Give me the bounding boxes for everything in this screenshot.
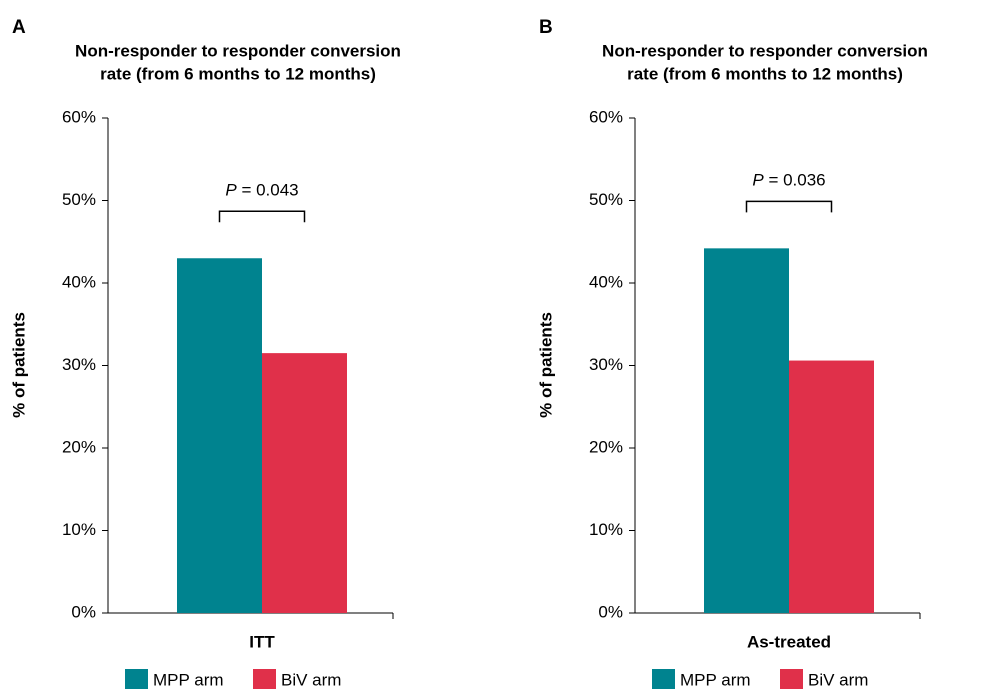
y-tick-label: 10% — [62, 520, 96, 539]
bar — [262, 353, 347, 613]
bar — [704, 248, 789, 613]
y-tick-label: 60% — [589, 107, 623, 126]
significance-bracket — [218, 210, 306, 223]
y-tick-label: 50% — [62, 190, 96, 209]
p-label: P — [225, 181, 237, 200]
y-tick-label: 20% — [62, 437, 96, 456]
chart-title: rate (from 6 months to 12 months) — [627, 64, 903, 83]
y-tick-label: 40% — [589, 272, 623, 291]
y-tick-label: 60% — [62, 107, 96, 126]
y-tick-label: 10% — [589, 520, 623, 539]
y-tick-label: 20% — [589, 437, 623, 456]
y-tick-label: 40% — [62, 272, 96, 291]
p-value: = 0.036 — [768, 171, 825, 190]
p-label: P — [752, 171, 764, 190]
y-axis-label: % of patients — [536, 312, 555, 418]
chart-title: Non-responder to responder conversion — [602, 41, 928, 60]
y-tick-label: 0% — [71, 602, 96, 621]
y-tick-label: 0% — [598, 602, 623, 621]
p-value-annotation: P = 0.043 — [225, 181, 298, 200]
legend-label: BiV arm — [808, 670, 868, 689]
p-value: = 0.043 — [241, 181, 298, 200]
legend-label: MPP arm — [153, 670, 224, 689]
chart-title: rate (from 6 months to 12 months) — [100, 64, 376, 83]
y-tick-label: 50% — [589, 190, 623, 209]
p-value-annotation: P = 0.036 — [752, 171, 825, 190]
legend-swatch — [652, 669, 675, 691]
chart-title: Non-responder to responder conversion — [75, 41, 401, 60]
legend-swatch — [125, 669, 148, 691]
bar — [177, 258, 262, 613]
significance-bracket — [745, 200, 833, 213]
x-tick-label: As-treated — [747, 632, 831, 651]
bar — [789, 360, 874, 613]
legend-label: MPP arm — [680, 670, 751, 689]
y-tick-label: 30% — [62, 355, 96, 374]
y-axis-label: % of patients — [9, 312, 28, 418]
y-tick-label: 30% — [589, 355, 623, 374]
x-tick-label: ITT — [249, 632, 275, 651]
legend-label: BiV arm — [281, 670, 341, 689]
panel-label: B — [539, 17, 553, 38]
legend-swatch — [780, 669, 803, 691]
panel-label: A — [12, 17, 26, 38]
legend-swatch — [253, 669, 276, 691]
